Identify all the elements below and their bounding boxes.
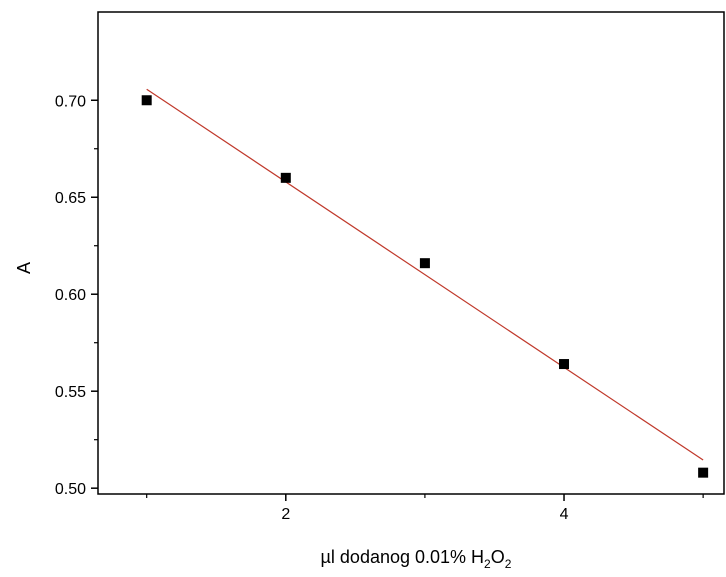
data-points bbox=[141, 95, 709, 478]
x-axis-title-sub2: 2 bbox=[505, 557, 512, 571]
x-axis-title: µl dodanog 0.01% H2O2 bbox=[321, 547, 512, 571]
x-axis-title-sub1: 2 bbox=[484, 557, 491, 571]
fit-line bbox=[146, 88, 704, 461]
x-tick-label: 4 bbox=[560, 506, 569, 523]
y-tick-label: 0.50 bbox=[55, 481, 86, 498]
fit-line-group bbox=[146, 88, 704, 461]
data-point bbox=[559, 359, 570, 370]
y-tick-label: 0.60 bbox=[55, 287, 86, 304]
y-tick-label: 0.55 bbox=[55, 384, 86, 401]
plot-frame bbox=[97, 11, 725, 495]
x-tick-label: 2 bbox=[281, 506, 290, 523]
y-axis-title: A bbox=[14, 262, 34, 274]
data-point bbox=[141, 95, 152, 106]
x-axis-title-mid: O bbox=[491, 547, 505, 567]
data-point bbox=[419, 258, 430, 269]
x-axis-title-main: µl dodanog 0.01% H bbox=[321, 547, 485, 567]
y-tick-label: 0.65 bbox=[55, 190, 86, 207]
data-point bbox=[698, 467, 709, 478]
data-point bbox=[280, 172, 291, 183]
y-axis-ticks: 0.50 0.55 0.60 0.65 0.70 bbox=[55, 93, 98, 498]
y-tick-label: 0.70 bbox=[55, 93, 86, 110]
